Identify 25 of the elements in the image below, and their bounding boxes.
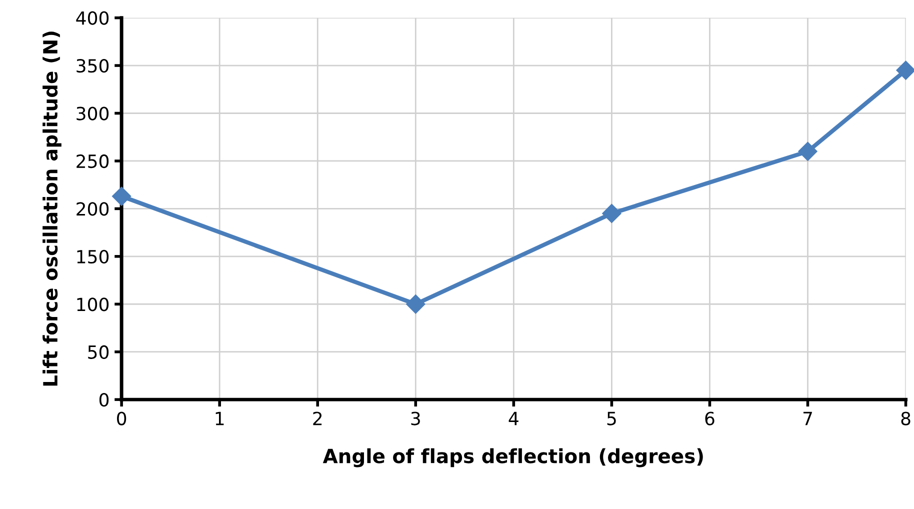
x-tick-label: 5 [607, 412, 616, 426]
y-tick-label: 300 [76, 106, 109, 120]
point [798, 142, 818, 161]
x-tick-label: 4 [508, 412, 518, 426]
y-tick-label: 350 [76, 58, 109, 73]
y-tick-label: 50 [88, 345, 109, 359]
x-tick-label: 6 [705, 412, 714, 426]
x-tick-label: 0 [117, 412, 126, 426]
point [406, 294, 426, 314]
x-tick-label: 3 [411, 412, 420, 426]
x-tick-label: 2 [313, 412, 322, 426]
point [896, 60, 914, 80]
y-tick-label: 0 [99, 393, 109, 407]
point [112, 186, 132, 206]
point [602, 204, 622, 223]
y-tick-label: 400 [76, 11, 109, 25]
x-axis-title: Angle of flaps deflection (degrees) [322, 448, 703, 468]
x-tick-label: 7 [803, 412, 812, 426]
y-tick-label: 250 [76, 154, 109, 168]
y-axis-title: Lift force oscillation aplitude (N) [42, 32, 62, 386]
y-tick-label: 150 [77, 250, 109, 264]
y-tick-label: 100 [77, 298, 109, 312]
y-tick-label: 200 [76, 202, 109, 216]
x-tick-label: 1 [216, 412, 224, 426]
x-tick-label: 8 [901, 412, 910, 426]
